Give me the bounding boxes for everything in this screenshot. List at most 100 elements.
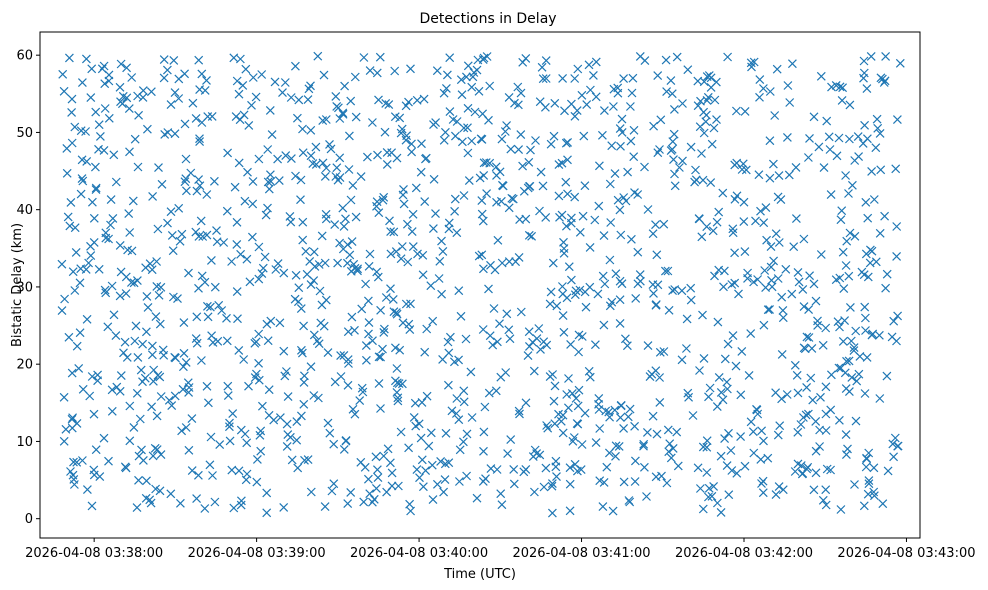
data-point bbox=[633, 279, 643, 289]
data-point bbox=[217, 306, 227, 315]
data-point bbox=[539, 337, 549, 347]
data-point bbox=[521, 398, 531, 408]
data-point bbox=[187, 414, 197, 424]
data-point bbox=[373, 473, 383, 483]
data-point bbox=[58, 69, 68, 79]
data-point bbox=[500, 127, 510, 136]
data-point bbox=[148, 376, 158, 386]
data-point bbox=[516, 130, 526, 140]
data-point bbox=[760, 266, 770, 275]
data-point bbox=[615, 205, 625, 215]
data-point bbox=[195, 137, 205, 147]
data-point bbox=[664, 305, 674, 315]
data-point bbox=[763, 305, 773, 315]
data-point bbox=[854, 152, 864, 162]
data-point bbox=[693, 101, 703, 111]
data-point bbox=[77, 456, 87, 465]
data-point bbox=[155, 319, 165, 329]
data-point bbox=[205, 460, 215, 470]
data-point bbox=[871, 257, 881, 267]
data-point bbox=[804, 333, 814, 342]
data-point bbox=[803, 409, 813, 419]
data-point bbox=[290, 61, 300, 71]
data-point bbox=[314, 260, 324, 269]
data-point bbox=[229, 53, 239, 63]
data-point bbox=[815, 442, 825, 451]
data-point bbox=[695, 366, 704, 375]
plot-area-frame bbox=[39, 31, 921, 539]
data-point bbox=[243, 167, 252, 177]
data-point bbox=[87, 501, 97, 511]
data-point bbox=[346, 487, 356, 497]
data-point bbox=[570, 74, 580, 83]
data-point bbox=[891, 164, 901, 174]
data-point bbox=[528, 337, 538, 347]
data-point bbox=[195, 134, 204, 144]
data-point bbox=[314, 339, 324, 349]
data-point bbox=[251, 92, 261, 102]
data-point bbox=[133, 162, 143, 172]
data-point bbox=[578, 211, 588, 221]
data-point bbox=[212, 226, 221, 236]
data-point bbox=[361, 355, 371, 365]
data-point bbox=[860, 389, 870, 398]
data-point bbox=[279, 502, 289, 512]
data-point bbox=[347, 237, 357, 247]
data-point bbox=[68, 267, 78, 277]
data-point bbox=[814, 142, 824, 152]
data-point bbox=[766, 262, 776, 272]
data-point bbox=[668, 137, 678, 147]
data-point bbox=[610, 169, 620, 179]
data-point bbox=[287, 455, 297, 465]
data-point bbox=[282, 441, 292, 451]
data-point bbox=[811, 468, 821, 478]
data-point bbox=[141, 327, 151, 337]
data-point bbox=[417, 397, 427, 407]
data-point bbox=[227, 465, 237, 475]
data-point bbox=[208, 471, 217, 480]
data-point bbox=[824, 132, 834, 142]
data-point bbox=[177, 426, 187, 436]
data-point bbox=[564, 374, 573, 383]
data-point bbox=[434, 274, 444, 283]
data-point bbox=[727, 280, 737, 289]
data-point bbox=[236, 249, 246, 259]
data-point bbox=[406, 506, 416, 516]
data-point bbox=[577, 332, 587, 341]
data-point bbox=[194, 283, 203, 293]
data-point bbox=[798, 413, 808, 422]
data-point bbox=[255, 430, 265, 440]
data-point bbox=[836, 505, 846, 514]
data-point bbox=[180, 177, 190, 187]
data-point bbox=[841, 171, 851, 180]
data-point bbox=[731, 106, 741, 116]
data-point bbox=[558, 428, 568, 438]
data-point bbox=[605, 179, 615, 189]
data-point bbox=[862, 453, 871, 463]
data-point bbox=[106, 195, 116, 205]
data-point bbox=[202, 381, 212, 391]
data-point bbox=[242, 469, 252, 479]
data-point bbox=[845, 302, 855, 312]
data-point bbox=[466, 367, 476, 377]
data-point bbox=[141, 263, 151, 273]
data-point bbox=[212, 237, 222, 247]
data-point bbox=[620, 334, 630, 344]
data-point bbox=[130, 134, 140, 144]
data-point bbox=[296, 345, 306, 355]
data-point bbox=[429, 174, 439, 184]
data-point bbox=[514, 145, 524, 155]
data-point bbox=[663, 425, 673, 435]
data-point bbox=[353, 264, 363, 274]
data-point bbox=[728, 224, 738, 234]
data-point bbox=[428, 224, 438, 234]
x-tick-label-1: 2026-04-08 03:39:00 bbox=[188, 546, 326, 561]
data-point bbox=[531, 136, 540, 145]
data-point bbox=[402, 131, 412, 141]
data-point bbox=[67, 414, 77, 424]
data-point bbox=[75, 328, 85, 338]
data-point bbox=[708, 226, 718, 236]
data-point bbox=[309, 391, 319, 400]
data-point bbox=[339, 350, 349, 360]
data-point bbox=[65, 221, 75, 231]
